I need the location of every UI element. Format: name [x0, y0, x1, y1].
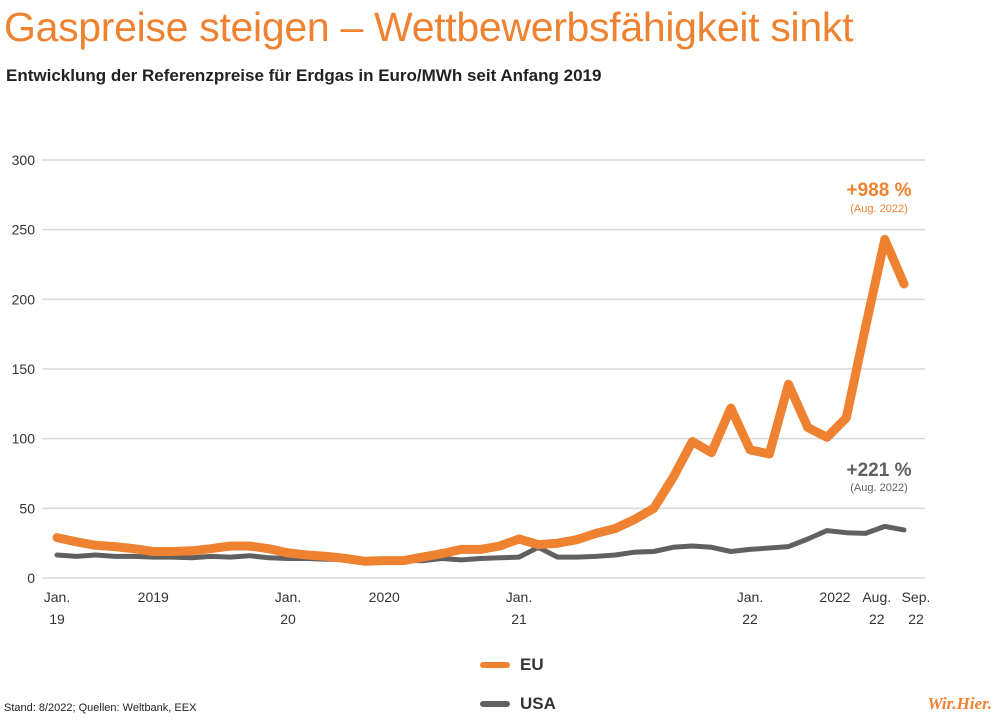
x-tick-label: Jan. — [737, 589, 763, 605]
x-tick-label: 2020 — [369, 589, 400, 605]
annotation-usa-date: (Aug. 2022) — [850, 482, 907, 494]
x-tick-label: Aug. — [862, 589, 891, 605]
brand-logo: Wir.Hier. — [927, 694, 992, 713]
annotation-eu-date: (Aug. 2022) — [850, 203, 907, 215]
x-tick-label: Jan. — [44, 589, 70, 605]
x-tick-label: 22 — [742, 611, 758, 627]
x-tick-label: Jan. — [506, 589, 532, 605]
y-tick-label: 200 — [12, 291, 36, 307]
x-tick-label: 2022 — [819, 589, 850, 605]
y-tick-label: 0 — [27, 570, 35, 586]
x-tick-label: 22 — [908, 611, 924, 627]
legend-swatch-eu — [480, 662, 510, 668]
annotation-usa: +221 % — [847, 460, 912, 481]
legend-swatch-usa — [480, 701, 510, 707]
annotation-eu: +988 % — [847, 180, 912, 201]
x-tick-label: 22 — [869, 611, 885, 627]
series-line-eu — [52, 234, 909, 566]
y-tick-label: 100 — [12, 431, 36, 447]
y-tick-label: 150 — [12, 361, 36, 377]
x-tick-label: 21 — [511, 611, 527, 627]
x-tick-label: 20 — [280, 611, 296, 627]
source-footer: Stand: 8/2022; Quellen: Weltbank, EEX — [4, 702, 197, 714]
x-tick-label: Jan. — [275, 589, 301, 605]
x-tick-label: Sep. — [902, 589, 931, 605]
legend-item-usa: USA — [480, 694, 556, 714]
x-tick-label: 2019 — [138, 589, 169, 605]
legend-label-eu: EU — [520, 655, 544, 674]
legend-item-eu: EU — [480, 655, 544, 675]
page-title: Gaspreise steigen – Wettbewerbsfähigkeit… — [4, 4, 854, 50]
x-tick-label: 19 — [49, 611, 65, 627]
y-tick-label: 250 — [12, 222, 36, 238]
chart-subtitle: Entwicklung der Referenzpreise für Erdga… — [6, 66, 602, 85]
y-tick-label: 50 — [19, 500, 35, 516]
legend-label-usa: USA — [520, 694, 556, 713]
y-tick-label: 300 — [12, 152, 36, 168]
